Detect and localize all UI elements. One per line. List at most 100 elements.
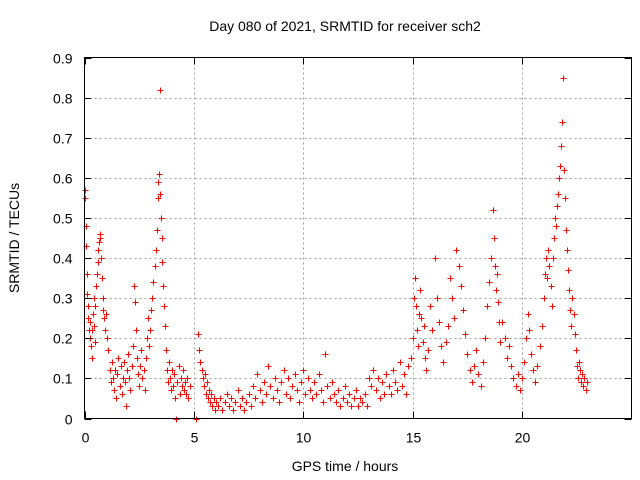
data-point xyxy=(144,335,151,342)
data-point xyxy=(105,347,112,354)
data-point xyxy=(224,391,231,398)
data-points xyxy=(82,75,591,423)
data-point xyxy=(554,203,561,210)
data-point xyxy=(420,339,427,346)
data-point xyxy=(434,295,441,302)
data-point xyxy=(153,247,160,254)
data-point xyxy=(399,383,406,390)
data-point xyxy=(139,375,146,382)
data-point xyxy=(579,371,586,378)
data-point xyxy=(84,271,91,278)
data-point xyxy=(510,375,517,382)
data-point xyxy=(318,387,325,394)
data-point xyxy=(427,303,434,310)
data-point xyxy=(200,375,207,382)
data-point xyxy=(488,255,495,262)
data-point xyxy=(562,195,569,202)
data-point xyxy=(337,403,344,410)
data-point xyxy=(397,359,404,366)
data-point xyxy=(150,279,157,286)
data-point xyxy=(305,375,312,382)
data-point xyxy=(154,227,161,234)
y-tick-label: 0.9 xyxy=(53,51,73,67)
data-point xyxy=(111,387,118,394)
data-point xyxy=(410,335,417,342)
data-point xyxy=(261,379,268,386)
data-point xyxy=(148,307,155,314)
data-point xyxy=(322,351,329,358)
data-point xyxy=(300,367,307,374)
data-point xyxy=(263,391,270,398)
data-point xyxy=(163,347,170,354)
x-tick-label: 5 xyxy=(191,430,199,446)
data-point xyxy=(342,383,349,390)
data-point xyxy=(178,375,185,382)
data-point xyxy=(193,416,200,423)
data-point xyxy=(469,379,476,386)
data-point xyxy=(499,319,506,326)
data-point xyxy=(146,343,153,350)
data-point xyxy=(124,367,131,374)
data-point xyxy=(429,327,436,334)
data-point xyxy=(320,399,327,406)
data-point xyxy=(458,283,465,290)
data-point xyxy=(230,407,237,414)
data-point xyxy=(202,371,209,378)
data-point xyxy=(548,283,555,290)
data-point xyxy=(95,247,102,254)
data-point xyxy=(559,119,566,126)
data-point xyxy=(412,275,419,282)
y-tick-label: 0.4 xyxy=(53,251,73,267)
data-point xyxy=(117,383,124,390)
data-point xyxy=(120,375,127,382)
data-point xyxy=(502,335,509,342)
x-axis-label: GPS time / hours xyxy=(292,458,399,474)
data-point xyxy=(118,363,125,370)
data-point xyxy=(85,315,92,322)
data-point xyxy=(172,395,179,402)
data-point xyxy=(550,255,557,262)
data-point xyxy=(159,259,166,266)
y-tick-label: 0.1 xyxy=(53,371,73,387)
data-point xyxy=(278,379,285,386)
data-point xyxy=(296,399,303,406)
data-point xyxy=(565,267,572,274)
data-point xyxy=(563,227,570,234)
data-point xyxy=(451,315,458,322)
data-point xyxy=(156,171,163,178)
data-point xyxy=(237,403,244,410)
data-point xyxy=(530,367,537,374)
data-point xyxy=(87,319,94,326)
data-point xyxy=(114,371,121,378)
data-point xyxy=(217,395,224,402)
data-point xyxy=(135,371,142,378)
x-tick-label: 15 xyxy=(406,430,422,446)
data-point xyxy=(566,287,573,294)
data-point xyxy=(222,399,229,406)
data-point xyxy=(212,407,219,414)
data-point xyxy=(331,391,338,398)
data-point xyxy=(576,359,583,366)
data-point xyxy=(506,343,513,350)
data-point xyxy=(182,379,189,386)
data-point xyxy=(552,215,559,222)
data-point xyxy=(577,367,584,374)
data-point xyxy=(495,299,502,306)
data-point xyxy=(185,395,192,402)
data-point xyxy=(85,303,92,310)
data-point xyxy=(133,327,140,334)
data-point xyxy=(574,363,581,370)
data-point xyxy=(443,339,450,346)
data-point xyxy=(373,387,380,394)
data-point xyxy=(333,399,340,406)
data-point xyxy=(180,367,187,374)
data-point xyxy=(544,275,551,282)
data-point xyxy=(573,347,580,354)
data-point xyxy=(176,363,183,370)
data-point xyxy=(515,371,522,378)
grid xyxy=(84,57,632,419)
data-point xyxy=(482,335,489,342)
data-point xyxy=(170,383,177,390)
data-point xyxy=(104,335,111,342)
